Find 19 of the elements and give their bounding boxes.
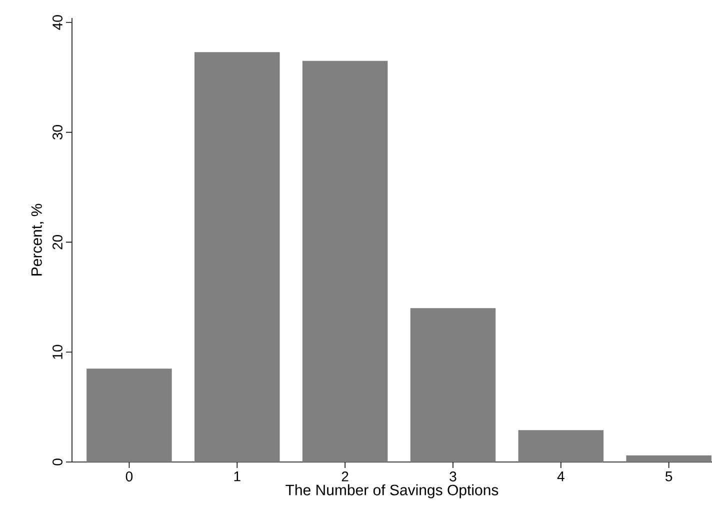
bar xyxy=(518,430,604,462)
x-axis-title: The Number of Savings Options xyxy=(286,484,498,498)
y-tick-label: 10 xyxy=(52,344,62,359)
bar xyxy=(194,52,280,462)
bar xyxy=(86,368,172,462)
x-tick-label: 2 xyxy=(342,472,348,482)
y-tick-label: 0 xyxy=(52,458,62,466)
bar xyxy=(302,60,388,462)
y-axis-title: Percent, % xyxy=(31,204,44,276)
x-tick-label: 3 xyxy=(450,472,456,482)
x-tick-label: 4 xyxy=(557,472,564,482)
x-tick-label: 0 xyxy=(126,472,133,482)
x-tick-label: 5 xyxy=(666,472,672,482)
y-tick-label: 40 xyxy=(52,15,62,30)
bar xyxy=(410,308,496,462)
y-tick-label: 30 xyxy=(52,125,62,140)
x-tick-label: 1 xyxy=(234,472,240,482)
bar xyxy=(626,455,712,462)
y-tick-label: 20 xyxy=(52,234,62,250)
